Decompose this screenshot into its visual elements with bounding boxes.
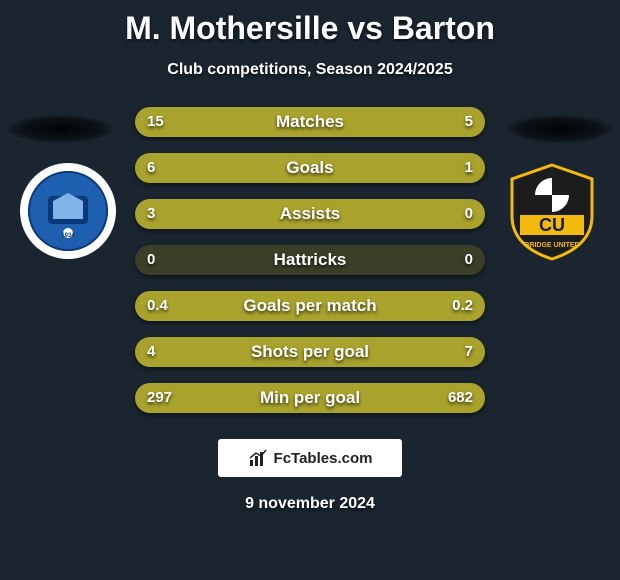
stat-label: Matches xyxy=(135,107,485,137)
stat-row: 155Matches xyxy=(135,107,485,137)
footer-date: 9 november 2024 xyxy=(0,495,620,513)
page-subtitle: Club competitions, Season 2024/2025 xyxy=(0,61,620,79)
stat-row: 00Hattricks xyxy=(135,245,485,275)
page-title: M. Mothersille vs Barton xyxy=(0,0,620,47)
stat-row: 0.40.2Goals per match xyxy=(135,291,485,321)
player-shadow-left xyxy=(8,115,113,143)
cambridge-crest-icon: CU BRIDGE UNITED xyxy=(502,161,602,261)
brand-badge[interactable]: FcTables.com xyxy=(218,439,402,477)
stat-label: Goals per match xyxy=(135,291,485,321)
stat-label: Assists xyxy=(135,199,485,229)
comparison-arena: 1934 CU BRIDGE UNITED 155Matches 61Goals 3… xyxy=(0,101,620,431)
stat-row: 30Assists xyxy=(135,199,485,229)
club-crest-left: 1934 xyxy=(18,161,118,261)
stat-row: 297682Min per goal xyxy=(135,383,485,413)
peterborough-crest-icon: 1934 xyxy=(18,161,118,261)
stat-bars: 155Matches 61Goals 30Assists 00Hattricks 0.4… xyxy=(135,107,485,429)
svg-text:1934: 1934 xyxy=(61,233,75,239)
stat-row: 61Goals xyxy=(135,153,485,183)
crest-right-text: CU xyxy=(539,215,565,235)
player-shadow-right xyxy=(507,115,612,143)
stat-label: Hattricks xyxy=(135,245,485,275)
stat-row: 47Shots per goal xyxy=(135,337,485,367)
svg-text:BRIDGE UNITED: BRIDGE UNITED xyxy=(524,242,579,249)
chart-icon xyxy=(248,448,268,468)
club-crest-right: CU BRIDGE UNITED xyxy=(502,161,602,261)
stat-label: Goals xyxy=(135,153,485,183)
stat-label: Shots per goal xyxy=(135,337,485,367)
stat-label: Min per goal xyxy=(135,383,485,413)
brand-text: FcTables.com xyxy=(274,450,373,467)
